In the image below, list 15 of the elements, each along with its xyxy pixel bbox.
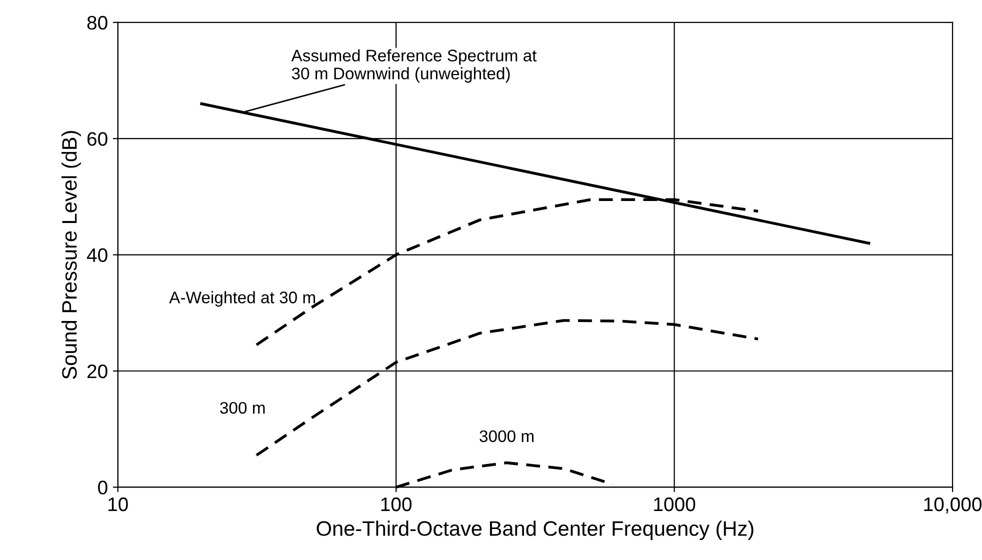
series-label: 300 m	[220, 402, 265, 414]
x-tick-label: 10	[108, 497, 128, 512]
series-label: A-Weighted at 30 m	[169, 291, 315, 307]
y-tick-label: 60	[87, 132, 108, 146]
y-tick-label: 20	[87, 364, 108, 378]
y-tick-label: 0	[98, 480, 108, 494]
x-tick-label: 100	[381, 497, 412, 512]
x-axis-title: One-Third-Octave Band Center Frequency (Hz)	[316, 520, 754, 540]
x-tick-label: 1000	[654, 497, 696, 512]
y-tick-label: 40	[86, 248, 108, 262]
x-tick-label: 10,000	[924, 497, 982, 514]
series-label: 3000 m	[480, 430, 534, 442]
y-tick-label: 80	[87, 16, 108, 30]
annotation: Assumed Reference Spectrum at 30 m Downwind (unweighted)	[291, 49, 537, 83]
y-axis-title: Sound Pressure Level (dB)	[62, 131, 81, 379]
